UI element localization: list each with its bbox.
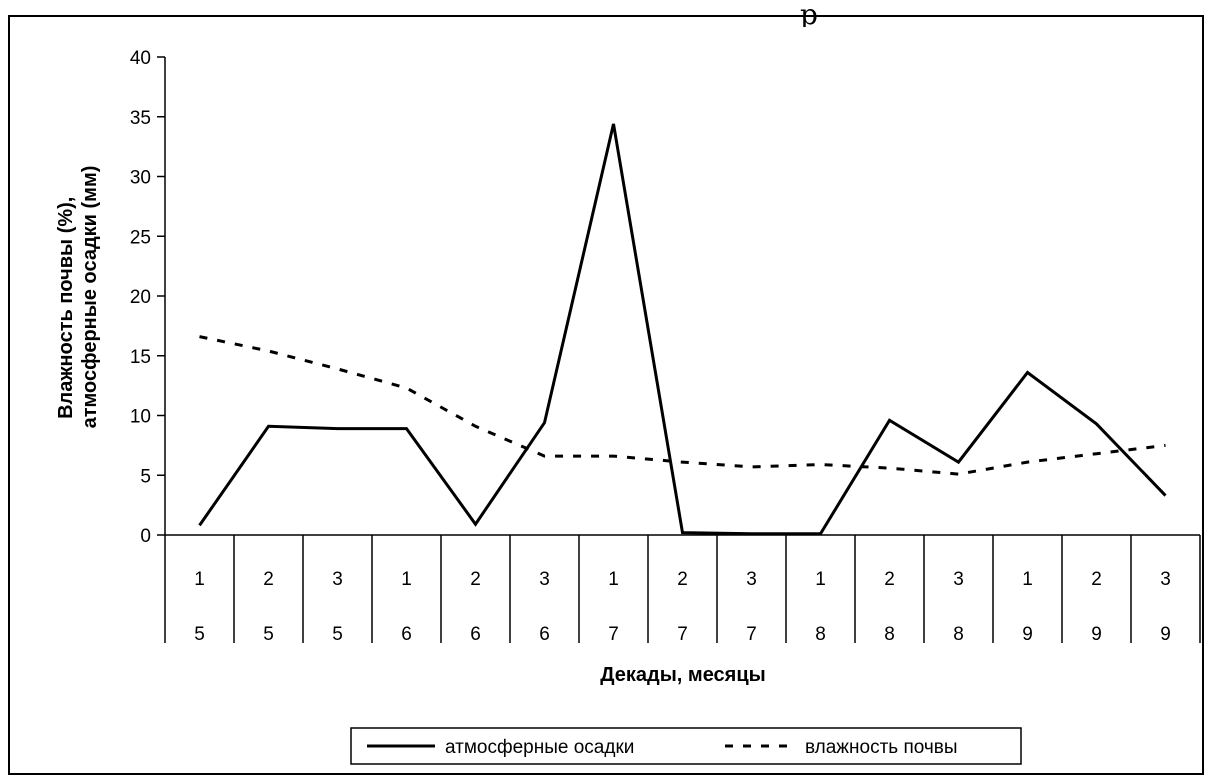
x-tick-label-month: 5 <box>332 624 343 645</box>
legend-box <box>350 727 1022 765</box>
x-tick-label-decade: 3 <box>953 569 964 590</box>
series-line-precipitation <box>198 123 1167 536</box>
y-tick-label: 20 <box>130 287 151 308</box>
y-tick-label: 40 <box>130 48 151 69</box>
x-tick-label-decade: 1 <box>815 569 826 590</box>
x-tick-label-month: 8 <box>884 624 895 645</box>
x-tick-label-decade: 2 <box>884 569 895 590</box>
x-tick-label-month: 6 <box>539 624 550 645</box>
x-tick-label-month: 5 <box>263 624 274 645</box>
x-tick-label-decade: 3 <box>1160 569 1171 590</box>
x-tick-label-month: 6 <box>401 624 412 645</box>
y-tick-label: 15 <box>130 347 151 368</box>
x-tick-label-decade: 2 <box>677 569 688 590</box>
legend-label-precipitation: атмосферные осадки <box>445 737 634 758</box>
legend: атмосферные осадки влажность почвы <box>350 727 1022 765</box>
x-tick-label-month: 7 <box>746 624 757 645</box>
x-tick-label-decade: 1 <box>608 569 619 590</box>
x-axis: 1 5 2 5 3 5 1 6 2 6 3 6 1 7 2 7 3 7 1 8 2 8 3 8 1 9 2 9 3 9 <box>164 534 1201 645</box>
x-tick-label-decade: 2 <box>263 569 274 590</box>
series-line-soil-moisture <box>199 335 1166 476</box>
x-tick-label-month: 6 <box>470 624 481 645</box>
x-tick-label-month: 8 <box>815 624 826 645</box>
y-tick-label: 5 <box>140 466 151 487</box>
legend-label-soil-moisture: влажность почвы <box>805 737 958 758</box>
y-tick-label: 35 <box>130 108 151 129</box>
x-tick-label-month: 9 <box>1022 624 1033 645</box>
x-tick-label-decade: 1 <box>194 569 205 590</box>
x-tick-label-decade: 2 <box>1091 569 1102 590</box>
y-axis-title: Влажность почвы (%), атмосферные осадки … <box>55 166 101 429</box>
x-tick-label-decade: 3 <box>332 569 343 590</box>
x-tick-label-month: 8 <box>953 624 964 645</box>
y-tick-label: 10 <box>130 407 151 428</box>
y-axis-title-line-2: атмосферные осадки (мм) <box>79 166 101 429</box>
series-lines <box>198 123 1167 536</box>
y-axis: 0 5 10 15 20 25 30 35 40 <box>130 48 166 547</box>
x-tick-label-month: 7 <box>677 624 688 645</box>
chart-frame: р <box>8 3 1204 775</box>
x-tick-label-decade: 3 <box>539 569 550 590</box>
y-tick-label: 30 <box>130 168 151 189</box>
x-tick-label-decade: 1 <box>1022 569 1033 590</box>
x-tick-label-decade: 1 <box>401 569 412 590</box>
x-tick-label-decade: 3 <box>746 569 757 590</box>
y-tick-label: 25 <box>130 227 151 248</box>
y-tick-label: 0 <box>140 526 151 547</box>
x-tick-label-month: 7 <box>608 624 619 645</box>
x-tick-label-month: 9 <box>1160 624 1171 645</box>
x-tick-label-month: 5 <box>194 624 205 645</box>
x-tick-label-month: 9 <box>1091 624 1102 645</box>
header-text-fragment: р <box>800 3 818 27</box>
y-axis-title-line-1: Влажность почвы (%), <box>55 197 77 419</box>
x-axis-title: Декады, месяцы <box>600 664 765 686</box>
x-tick-label-decade: 2 <box>470 569 481 590</box>
